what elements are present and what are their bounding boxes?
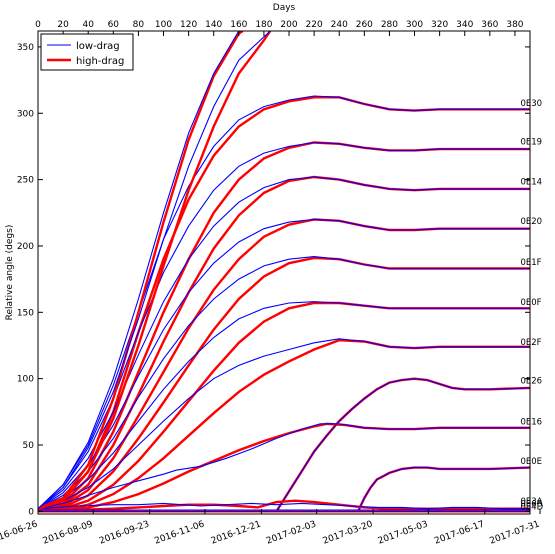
series-labels: 0E30 0E19 0E14 0E20 0E1F 0E0F 0E2F 0E16 0E26 0E0E… xyxy=(520,99,543,512)
series-label-0e0f: 0E0F xyxy=(520,298,541,308)
top-tick-label: 160 xyxy=(230,20,247,30)
series-label-0e14: 0E14 xyxy=(520,177,542,187)
top-tick-label: 340 xyxy=(456,20,473,30)
series-line-low-steep-2 xyxy=(38,31,271,510)
series-label-0e20: 0E20 xyxy=(520,217,542,227)
y-tick-label: 300 xyxy=(17,109,34,119)
top-tick-label: 320 xyxy=(431,20,448,30)
series-line-low-0e30 xyxy=(38,95,530,510)
y-axis-title: Relative angle (degs) xyxy=(5,225,15,321)
series-label-0e2f: 0E2F xyxy=(520,338,541,348)
legend-box xyxy=(40,33,134,71)
top-tick-label: 240 xyxy=(331,20,348,30)
series-label-0e0e: 0E0E xyxy=(520,457,542,467)
legend-label-high-drag: high-drag xyxy=(76,56,124,67)
y-tick-label: 200 xyxy=(17,242,34,252)
top-tick-label: 60 xyxy=(108,20,120,30)
series-line-low-0e3a xyxy=(38,502,530,510)
plot-frame xyxy=(37,30,531,515)
top-tick-label: 360 xyxy=(481,20,498,30)
series-line-high-steep-1 xyxy=(38,31,244,510)
top-tick-label: 300 xyxy=(406,20,423,30)
top-tick-label: 20 xyxy=(57,20,69,30)
series-line-low-0e14 xyxy=(38,176,530,510)
series-label-0e3a: 0E3A xyxy=(520,497,542,507)
top-tick-label: 380 xyxy=(506,20,523,30)
y-tick-label: 100 xyxy=(17,375,34,385)
y-tick-label: 50 xyxy=(23,441,35,451)
legend-label-low-drag: low-drag xyxy=(76,41,120,52)
y-tick-label: 0 xyxy=(28,507,34,517)
top-tick-label: 120 xyxy=(180,20,197,30)
series-line-low-0e20 xyxy=(38,218,530,510)
top-tick-label: 220 xyxy=(306,20,323,30)
top-tick-label: 100 xyxy=(155,20,172,30)
series-line-low-0e26 xyxy=(38,378,530,512)
y-tick-label: 350 xyxy=(17,43,34,53)
series-line-low-0e2f xyxy=(38,338,530,510)
series-line-low-steep-1 xyxy=(38,31,240,510)
y-tick-label: 250 xyxy=(17,176,34,186)
series-label-0e19: 0E19 xyxy=(520,137,542,147)
legend: low-drag high-drag xyxy=(40,33,134,71)
top-tick-label: 0 xyxy=(35,20,41,30)
y-tick-label: 150 xyxy=(17,308,34,318)
series-line-high-steep-2 xyxy=(38,31,272,510)
top-tick-label: 200 xyxy=(280,20,297,30)
series-line-low-0e0e xyxy=(38,467,530,512)
top-tick-label: 180 xyxy=(255,20,272,30)
series-label-0e26: 0E26 xyxy=(520,376,542,386)
top-tick-label: 260 xyxy=(356,20,373,30)
top-tick-label: 40 xyxy=(82,20,94,30)
series-line-low-0e0f xyxy=(38,301,530,510)
top-tick-label: 140 xyxy=(205,20,222,30)
series-label-0e16: 0E16 xyxy=(520,417,542,427)
top-tick-label: 80 xyxy=(133,20,145,30)
series-layer xyxy=(38,31,530,513)
series-label-0e6b: 0E6B xyxy=(520,500,542,510)
series-label-0e1f: 0E1F xyxy=(520,258,541,268)
top-tick-label: 280 xyxy=(381,20,398,30)
series-label-0e30: 0E30 xyxy=(520,99,542,109)
series-line-low-0e1f xyxy=(38,256,530,510)
series-line-low-0e16 xyxy=(38,423,530,510)
top-axis-title: Days xyxy=(273,3,296,13)
series-label-0e4d: 0E4D xyxy=(520,502,543,512)
